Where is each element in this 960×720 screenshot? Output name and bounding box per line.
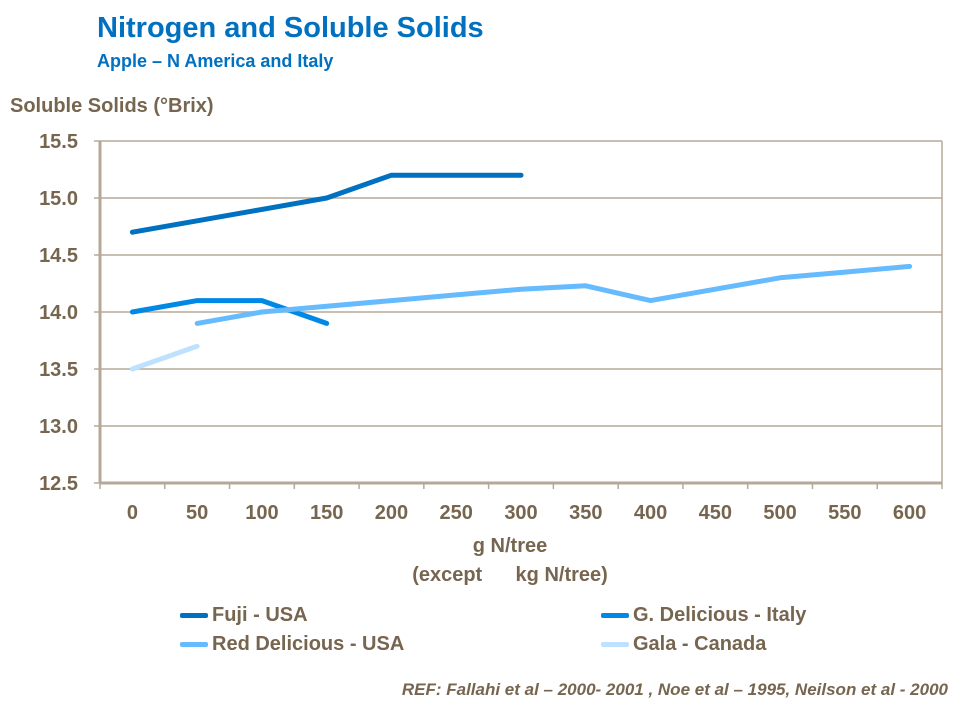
legend-item-g-delicious: G. Delicious - Italy [601,604,806,627]
legend-swatch [601,613,629,618]
x-tick-label: 400 [634,502,667,524]
series-line-red-delicious-usa [194,263,913,326]
x-tick-label: 450 [699,502,732,524]
x-axis-label-note: (except kg N/tree) [412,564,608,586]
series-line-fuji-usa [129,172,524,235]
x-tick-label: 600 [893,502,926,524]
y-tick-label: 15.5 [39,131,78,153]
y-tick-label: 13.5 [39,359,78,381]
chart-title: Nitrogen and Soluble Solids [97,12,484,44]
legend-label: Fuji - USA [212,604,308,626]
x-tick-label: 200 [375,502,408,524]
legend-item-gala: Gala - Canada [601,633,766,656]
legend-label: Red Delicious - USA [212,633,405,655]
series-line-g-delicious-italy [129,298,330,326]
x-tick-label: 50 [186,502,208,524]
legend-item-red-delicious: Red Delicious - USA [180,633,404,656]
x-axis-label: g N/tree [472,535,548,557]
y-tick-label: 14.5 [39,245,78,267]
series-line-gala-canada [129,343,200,372]
x-tick-label: 300 [504,502,537,524]
x-tick-label: 100 [245,502,278,524]
x-tick-label: 500 [763,502,796,524]
legend-item-fuji: Fuji - USA [180,604,308,627]
y-tick-label: 14.0 [39,302,78,324]
legend-swatch [601,642,629,647]
x-tick-label: 0 [127,502,138,524]
x-tick-label: 150 [310,502,343,524]
x-tick-label: 550 [828,502,861,524]
x-tick-label: 250 [440,502,473,524]
reference-note: REF: Fallahi et al – 2000- 2001 , Noe et… [401,680,948,699]
legend-swatch [180,613,208,618]
y-tick-label: 15.0 [39,188,78,210]
x-tick-label: 350 [569,502,602,524]
legend-label: G. Delicious - Italy [633,604,807,626]
legend-label: Gala - Canada [633,633,767,655]
chart-plot: 12.5 13.0 13.5 14.0 14.5 15.0 15.5 0 50 100 150 200… [39,131,943,524]
y-tick-label: 12.5 [39,473,78,495]
y-axis-label: Soluble Solids (°Brix) [10,95,214,117]
y-tick-label: 13.0 [39,416,78,438]
chart-subtitle: Apple – N America and Italy [97,51,334,71]
legend-swatch [180,642,208,647]
